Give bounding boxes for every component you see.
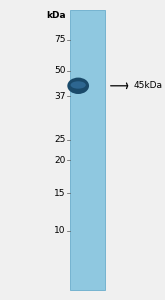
Text: 50: 50 <box>54 66 66 75</box>
Text: kDa: kDa <box>46 11 66 20</box>
Text: 20: 20 <box>54 156 66 165</box>
Text: 15: 15 <box>54 189 66 198</box>
Text: 37: 37 <box>54 92 66 101</box>
Ellipse shape <box>71 81 86 89</box>
Ellipse shape <box>67 78 89 94</box>
Text: 75: 75 <box>54 35 66 44</box>
Text: 45kDa: 45kDa <box>134 81 163 90</box>
Text: 25: 25 <box>54 135 66 144</box>
Text: 10: 10 <box>54 226 66 235</box>
Bar <box>70 10 105 290</box>
